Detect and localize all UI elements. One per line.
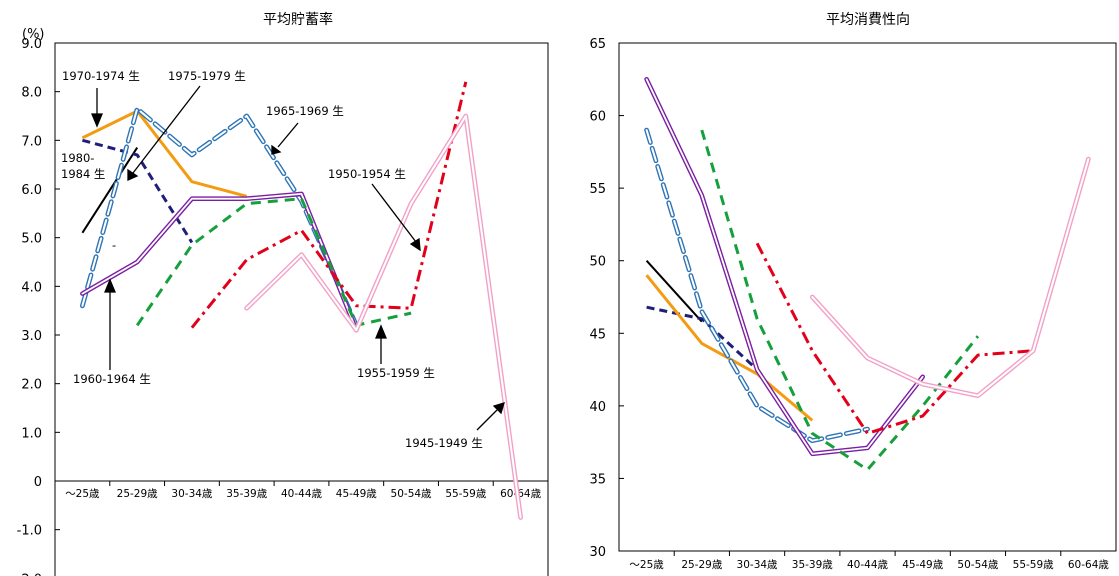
right-x-tick-label: 45-49歳 xyxy=(902,559,944,571)
left-y-tick-label: 0 xyxy=(34,475,42,490)
right-y-tick-label: 65 xyxy=(589,37,606,52)
right-y-tick-label: 60 xyxy=(589,110,606,125)
right-y-tick-label: 45 xyxy=(589,327,606,342)
left-y-tick-label: 2.0 xyxy=(21,378,42,393)
right-y-axis: 65 60 55 50 45 40 35 30 xyxy=(589,37,624,560)
right-x-tick-label: ～25歳 xyxy=(629,559,664,571)
left-y-tick-label: -1.0 xyxy=(17,524,42,539)
right-series-1945-1949-line xyxy=(809,156,1091,399)
left-y-tick-label: 6.0 xyxy=(21,183,42,198)
right-series-1960-1964-line xyxy=(644,77,926,457)
left-chart-title: 平均貯蓄率 xyxy=(263,11,333,28)
left-series-1950-1954-line xyxy=(190,81,468,329)
annotation-1980-1984-line2: 1984 生 xyxy=(61,167,105,181)
right-y-tick-label: 55 xyxy=(589,182,606,197)
right-x-tick-label: 50-54歳 xyxy=(957,559,999,571)
left-x-tick-label: 25-29歳 xyxy=(117,488,159,500)
left-series-1955-1959-line xyxy=(135,197,412,327)
left-series-1945-1949-line xyxy=(244,113,523,520)
left-y-tick-label: 9.0 xyxy=(21,37,42,52)
left-x-tick-label: 45-49歳 xyxy=(336,488,378,500)
arrow-1950-1954 xyxy=(371,183,421,252)
right-x-tick-label: 35-39歳 xyxy=(792,559,834,571)
right-y-tick-label: 35 xyxy=(589,472,606,487)
right-x-tick-label: 55-59歳 xyxy=(1013,559,1055,571)
left-y-tick-label: 3.0 xyxy=(21,329,42,344)
left-y-unit-label: (%) xyxy=(22,27,45,42)
annotation-1980-1984-line1: 1980- xyxy=(61,151,94,165)
left-series-group xyxy=(80,81,523,520)
left-x-tick-label: 35-39歳 xyxy=(226,488,268,500)
right-x-tick-label: 25-29歳 xyxy=(681,559,723,571)
right-x-tick-label: 40-44歳 xyxy=(847,559,889,571)
left-y-tick-label: 1.0 xyxy=(21,426,42,441)
left-x-tick-label: 40-44歳 xyxy=(281,488,323,500)
annotation-1970-1974: 1970-1974 生 xyxy=(62,69,140,83)
stray-dash-mark: - xyxy=(112,238,116,252)
annotation-1950-1954: 1950-1954 生 xyxy=(328,167,406,181)
right-plot-frame xyxy=(618,42,1117,552)
right-series-1950-1954-line xyxy=(755,242,1034,435)
right-x-tick-label: 60-64歳 xyxy=(1068,559,1110,571)
left-y-tick-label: 5.0 xyxy=(21,232,42,247)
annotation-1960-1964: 1960-1964 生 xyxy=(73,372,151,386)
left-y-tick-label: -2.0 xyxy=(17,572,42,576)
arrow-1975-1979 xyxy=(127,85,201,182)
annotation-1975-1979: 1975-1979 生 xyxy=(168,69,246,83)
right-series-1975-1979-line xyxy=(646,305,759,371)
right-y-tick-label: 50 xyxy=(589,255,606,270)
left-y-tick-label: 7.0 xyxy=(21,134,42,149)
arrow-1970-1974 xyxy=(91,88,103,128)
left-x-tick-label: 30-34歳 xyxy=(171,488,213,500)
left-y-tick-label: 4.0 xyxy=(21,280,42,295)
left-plot-frame xyxy=(54,42,549,576)
annotation-1955-1959: 1955-1959 生 xyxy=(357,366,435,380)
right-y-tick-label: 30 xyxy=(589,545,606,560)
arrow-1945-1949 xyxy=(476,402,505,431)
arrow-1960-1964 xyxy=(104,278,116,370)
right-series-1970-1974-line xyxy=(645,274,814,422)
right-series-group xyxy=(644,77,1091,472)
left-x-tick-label: 60-64歳 xyxy=(500,488,542,500)
left-series-1980-1984-line xyxy=(81,147,139,234)
left-y-axis: 9.0 8.0 7.0 6.0 5.0 4.0 3.0 2.0 1.0 0 -1.0 -2.0 xyxy=(17,37,60,576)
arrow-1965-1969 xyxy=(271,122,299,155)
annotation-1945-1949: 1945-1949 生 xyxy=(405,436,483,450)
left-series-1960-1964-line xyxy=(80,191,359,333)
left-x-tick-label: 50-54歳 xyxy=(391,488,433,500)
left-x-axis: ～25歳 25-29歳 30-34歳 35-39歳 40-44歳 45-49歳 50-54歳… xyxy=(65,481,542,500)
left-x-tick-label: ～25歳 xyxy=(65,488,100,500)
right-series-1955-1959-line xyxy=(700,129,980,472)
right-x-tick-label: 30-34歳 xyxy=(737,559,779,571)
arrow-1955-1959 xyxy=(375,324,387,364)
left-y-tick-label: 8.0 xyxy=(21,86,42,101)
annotation-arrows xyxy=(91,85,505,431)
right-x-axis: ～25歳 25-29歳 30-34歳 35-39歳 40-44歳 45-49歳 50-54歳… xyxy=(629,551,1109,571)
left-series-1975-1979-line xyxy=(82,138,194,244)
right-series-1965-1969-line xyxy=(644,127,870,444)
right-chart: 平均消費性向 65 60 55 50 45 40 35 30 ～25歳 25-29歳 30-34歳… xyxy=(589,12,1117,571)
right-chart-title: 平均消費性向 xyxy=(826,12,910,28)
right-y-tick-label: 40 xyxy=(589,400,606,415)
left-chart: 平均貯蓄率 (%) 9.08.07.06.05.04.03.02.01.00-1… xyxy=(17,11,549,576)
annotation-1965-1969: 1965-1969 生 xyxy=(266,104,344,118)
right-series-1980-1984-line xyxy=(645,260,703,323)
left-x-tick-label: 55-59歳 xyxy=(445,488,487,500)
left-series-1970-1974-line xyxy=(81,109,248,198)
